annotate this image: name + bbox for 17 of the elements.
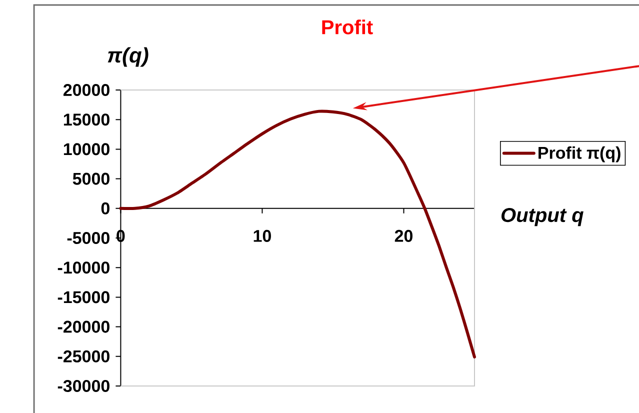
y-tick-label: 15000 bbox=[64, 114, 110, 126]
y-tick-label: -30000 bbox=[58, 380, 110, 392]
x-tick-label: 20 bbox=[394, 230, 412, 242]
x-axis-title: Output q bbox=[502, 208, 584, 226]
y-tick-label: -10000 bbox=[58, 262, 110, 274]
legend-label: Profit π(q) bbox=[538, 146, 620, 162]
y-tick-label: -15000 bbox=[58, 291, 110, 304]
y-tick-label: -25000 bbox=[58, 350, 110, 362]
y-tick-label: 0 bbox=[101, 202, 110, 214]
x-tick-label: 10 bbox=[254, 230, 271, 242]
y-tick-label: -5000 bbox=[67, 232, 110, 244]
y-axis-title: π(q) bbox=[108, 47, 148, 67]
y-tick-label: 10000 bbox=[64, 143, 110, 156]
y-tick-label: 20000 bbox=[63, 84, 110, 96]
y-tick-label: -20000 bbox=[58, 320, 110, 333]
chart-title: Profit bbox=[322, 20, 373, 34]
y-tick-label: 5000 bbox=[72, 172, 110, 185]
